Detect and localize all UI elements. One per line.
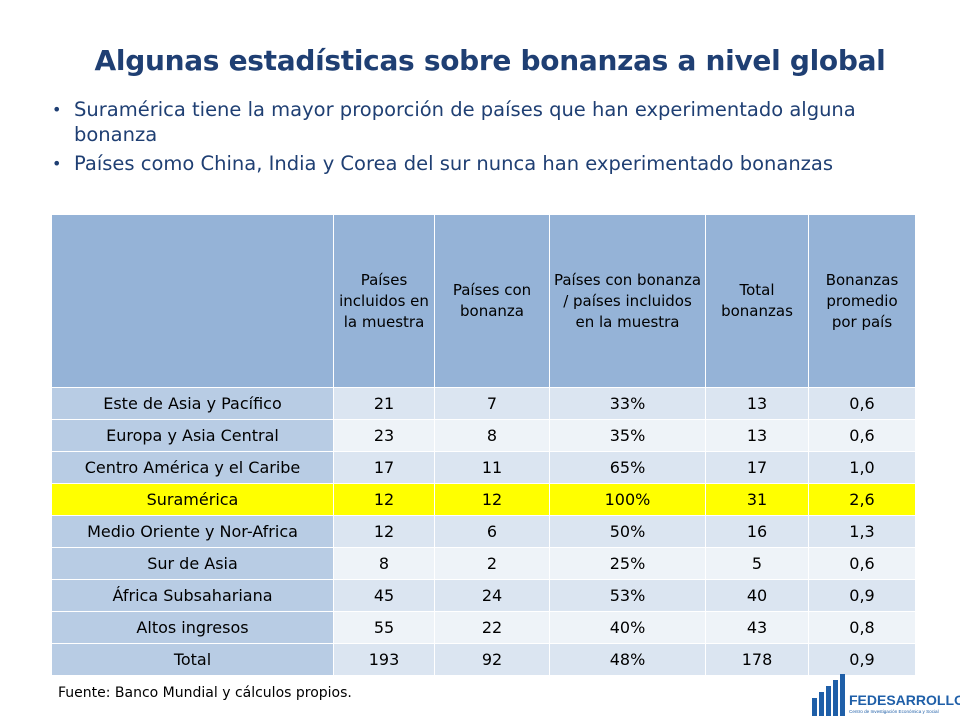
- row-label: Centro América y el Caribe: [51, 451, 334, 484]
- column-header-con-bonanza: Países con bonanza: [434, 214, 550, 388]
- row-label: Europa y Asia Central: [51, 419, 334, 452]
- slide-title: Algunas estadísticas sobre bonanzas a ni…: [94, 44, 886, 77]
- row-label: Altos ingresos: [51, 611, 334, 644]
- svg-text:Centro de Investigación Económ: Centro de Investigación Económica y Soci…: [849, 709, 939, 714]
- cell-incluidos: 193: [333, 643, 435, 676]
- row-label: Este de Asia y Pacífico: [51, 387, 334, 420]
- cell-proporcion: 35%: [549, 419, 706, 452]
- cell-total: 43: [705, 611, 809, 644]
- cell-incluidos: 21: [333, 387, 435, 420]
- cell-promedio: 2,6: [808, 483, 916, 516]
- cell-promedio: 0,8: [808, 611, 916, 644]
- cell-proporcion: 40%: [549, 611, 706, 644]
- column-header-proporcion: Países con bonanza / países incluidos en…: [549, 214, 706, 388]
- cell-proporcion: 48%: [549, 643, 706, 676]
- table-row: Este de Asia y Pacífico 21 7 33% 13 0,6: [51, 387, 916, 420]
- cell-promedio: 0,6: [808, 419, 916, 452]
- cell-con-bonanza: 92: [434, 643, 550, 676]
- cell-promedio: 0,6: [808, 387, 916, 420]
- cell-con-bonanza: 24: [434, 579, 550, 612]
- cell-promedio: 1,3: [808, 515, 916, 548]
- table-row: Medio Oriente y Nor-Africa 12 6 50% 16 1…: [51, 515, 916, 548]
- cell-incluidos: 55: [333, 611, 435, 644]
- cell-total: 178: [705, 643, 809, 676]
- table-row: Altos ingresos 55 22 40% 43 0,8: [51, 611, 916, 644]
- cell-total: 16: [705, 515, 809, 548]
- cell-total: 5: [705, 547, 809, 580]
- bullet-item: Suramérica tiene la mayor proporción de …: [52, 97, 932, 147]
- table-header-row: Países incluidos en la muestra Países co…: [51, 214, 916, 388]
- cell-total: 31: [705, 483, 809, 516]
- cell-con-bonanza: 22: [434, 611, 550, 644]
- cell-incluidos: 17: [333, 451, 435, 484]
- cell-promedio: 0,9: [808, 579, 916, 612]
- table-row: Europa y Asia Central 23 8 35% 13 0,6: [51, 419, 916, 452]
- cell-proporcion: 65%: [549, 451, 706, 484]
- cell-total: 13: [705, 419, 809, 452]
- column-header-promedio: Bonanzas promedio por país: [808, 214, 916, 388]
- cell-incluidos: 12: [333, 515, 435, 548]
- bullet-item: Países como China, India y Corea del sur…: [52, 151, 932, 176]
- cell-incluidos: 12: [333, 483, 435, 516]
- bullet-list: Suramérica tiene la mayor proporción de …: [52, 97, 932, 180]
- table-row: África Subsahariana 45 24 53% 40 0,9: [51, 579, 916, 612]
- cell-promedio: 0,6: [808, 547, 916, 580]
- cell-promedio: 0,9: [808, 643, 916, 676]
- cell-con-bonanza: 11: [434, 451, 550, 484]
- row-label: Total: [51, 643, 334, 676]
- bonanzas-table: Países incluidos en la muestra Países co…: [51, 214, 916, 676]
- logo-bars-icon: [812, 674, 845, 716]
- cell-incluidos: 8: [333, 547, 435, 580]
- column-header-total: Total bonanzas: [705, 214, 809, 388]
- cell-proporcion: 53%: [549, 579, 706, 612]
- row-label: Sur de Asia: [51, 547, 334, 580]
- cell-con-bonanza: 8: [434, 419, 550, 452]
- row-label: Medio Oriente y Nor-Africa: [51, 515, 334, 548]
- cell-proporcion: 100%: [549, 483, 706, 516]
- cell-incluidos: 23: [333, 419, 435, 452]
- column-header-incluidos: Países incluidos en la muestra: [333, 214, 435, 388]
- cell-con-bonanza: 7: [434, 387, 550, 420]
- cell-proporcion: 50%: [549, 515, 706, 548]
- table-row-highlighted: Suramérica 12 12 100% 31 2,6: [51, 483, 916, 516]
- cell-total: 13: [705, 387, 809, 420]
- svg-text:FEDESARROLLO: FEDESARROLLO: [849, 692, 960, 708]
- row-label: Suramérica: [51, 483, 334, 516]
- cell-con-bonanza: 6: [434, 515, 550, 548]
- cell-total: 40: [705, 579, 809, 612]
- table-row: Centro América y el Caribe 17 11 65% 17 …: [51, 451, 916, 484]
- table-row-total: Total 193 92 48% 178 0,9: [51, 643, 916, 676]
- table-row: Sur de Asia 8 2 25% 5 0,6: [51, 547, 916, 580]
- row-label: África Subsahariana: [51, 579, 334, 612]
- cell-total: 17: [705, 451, 809, 484]
- cell-promedio: 1,0: [808, 451, 916, 484]
- cell-con-bonanza: 12: [434, 483, 550, 516]
- cell-incluidos: 45: [333, 579, 435, 612]
- column-header-region: [51, 214, 334, 388]
- cell-proporcion: 25%: [549, 547, 706, 580]
- source-note: Fuente: Banco Mundial y cálculos propios…: [58, 685, 352, 701]
- cell-proporcion: 33%: [549, 387, 706, 420]
- cell-con-bonanza: 2: [434, 547, 550, 580]
- fedesarrollo-logo: FEDESARROLLO Centro de Investigación Eco…: [812, 674, 960, 716]
